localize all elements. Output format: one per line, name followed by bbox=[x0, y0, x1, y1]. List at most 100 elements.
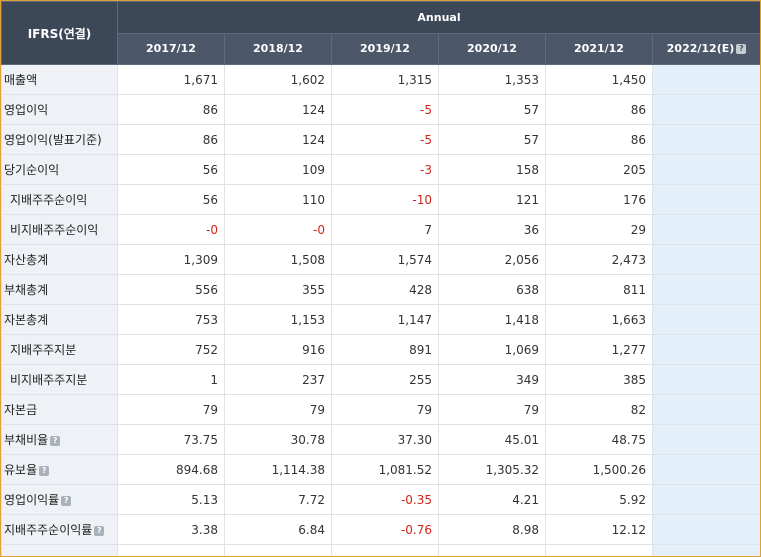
value-cell: 355 bbox=[224, 274, 332, 305]
value-cell: 385 bbox=[545, 364, 653, 395]
value-cell: 916 bbox=[224, 334, 332, 365]
year-header-2017: 2017/12 bbox=[117, 32, 225, 65]
value-cell: 894.68 bbox=[117, 454, 225, 485]
value-cell: 1,602 bbox=[224, 64, 332, 95]
value-cell: 110 bbox=[224, 184, 332, 215]
estimate-cell bbox=[651, 124, 760, 155]
value-cell: 638 bbox=[438, 274, 546, 305]
value-cell: 205 bbox=[545, 154, 653, 185]
value-cell: 79 bbox=[438, 394, 546, 425]
value-cell: 57 bbox=[438, 124, 546, 155]
row-label-text: 지배주주순이익률 bbox=[4, 523, 93, 537]
estimate-cell bbox=[651, 244, 760, 275]
row-label: ? bbox=[1, 544, 118, 556]
value-cell: 556 bbox=[117, 274, 225, 305]
table-body: 매출액 1,671 1,602 1,315 1,353 1,450 영업이익 86 124 -5 5… bbox=[1, 64, 760, 556]
value-cell: 1,277 bbox=[545, 334, 653, 365]
table-row: 부채비율? 73.75 30.78 37.30 45.01 48.75 bbox=[1, 424, 760, 455]
table-row: 매출액 1,671 1,602 1,315 1,353 1,450 bbox=[1, 64, 760, 95]
estimate-cell bbox=[651, 514, 760, 545]
value-cell: 79 bbox=[224, 394, 332, 425]
row-label: 유보율? bbox=[1, 454, 118, 485]
estimate-year-label: 2022/12(E) bbox=[666, 42, 735, 56]
year-header-2019: 2019/12 bbox=[331, 32, 439, 65]
value-cell: 4.21 bbox=[438, 484, 546, 515]
value-cell bbox=[224, 544, 332, 556]
value-cell: 1,315 bbox=[331, 64, 439, 95]
row-label-text: 부채비율 bbox=[4, 433, 49, 447]
estimate-cell bbox=[651, 424, 760, 455]
row-label: 매출액 bbox=[1, 64, 118, 95]
value-cell: 752 bbox=[117, 334, 225, 365]
value-cell: 811 bbox=[545, 274, 653, 305]
value-cell: 121 bbox=[438, 184, 546, 215]
value-cell: 8.98 bbox=[438, 514, 546, 545]
row-label: 영업이익 bbox=[1, 94, 118, 125]
annual-header: Annual bbox=[116, 1, 760, 34]
value-cell: 1,305.32 bbox=[438, 454, 546, 485]
value-cell: 79 bbox=[331, 394, 439, 425]
value-cell: 1,147 bbox=[331, 304, 439, 335]
row-label: 부채총계 bbox=[1, 274, 118, 305]
help-icon[interactable]: ? bbox=[736, 44, 747, 55]
value-cell bbox=[331, 544, 439, 556]
value-cell: 1,069 bbox=[438, 334, 546, 365]
row-label: 지배주주지분 bbox=[1, 334, 118, 365]
row-label-text: 자본총계 bbox=[4, 313, 49, 327]
estimate-cell bbox=[651, 64, 760, 95]
value-cell: 56 bbox=[117, 184, 225, 215]
value-cell: 1,353 bbox=[438, 64, 546, 95]
help-icon[interactable]: ? bbox=[39, 466, 50, 476]
estimate-cell bbox=[651, 304, 760, 335]
table-row: 영업이익(발표기준) 86 124 -5 57 86 bbox=[1, 124, 760, 155]
table-row: 자본금 79 79 79 79 82 bbox=[1, 394, 760, 425]
row-label-text: 영업이익(발표기준) bbox=[4, 133, 102, 147]
estimate-cell bbox=[651, 184, 760, 215]
value-cell: 428 bbox=[331, 274, 439, 305]
help-icon[interactable]: ? bbox=[94, 526, 105, 536]
value-cell: 349 bbox=[438, 364, 546, 395]
year-header-2022-estimate: 2022/12(E)? bbox=[651, 32, 760, 65]
help-icon[interactable]: ? bbox=[6, 555, 16, 556]
value-cell: 29 bbox=[545, 214, 653, 245]
row-label-text: 영업이익률 bbox=[4, 493, 60, 507]
row-label: 자본금 bbox=[1, 394, 118, 425]
row-label: 영업이익(발표기준) bbox=[1, 124, 118, 155]
value-cell: 124 bbox=[224, 94, 332, 125]
estimate-cell bbox=[651, 94, 760, 125]
table-row: 지배주주지분 752 916 891 1,069 1,277 bbox=[1, 334, 760, 365]
row-label-text: 부채총계 bbox=[4, 283, 49, 297]
row-label-text: 영업이익 bbox=[4, 103, 49, 117]
row-label-text: 비지배주주지분 bbox=[10, 373, 88, 387]
value-cell bbox=[117, 544, 225, 556]
value-cell: 7.72 bbox=[224, 484, 332, 515]
value-cell: 73.75 bbox=[117, 424, 225, 455]
estimate-cell bbox=[651, 364, 760, 395]
table-row: 비지배주주순이익 -0 -0 7 36 29 bbox=[1, 214, 760, 245]
value-cell: -0 bbox=[117, 214, 225, 245]
value-cell: 37.30 bbox=[331, 424, 439, 455]
value-cell: 1,508 bbox=[224, 244, 332, 275]
help-icon[interactable]: ? bbox=[50, 436, 61, 446]
row-label-text: 당기순이익 bbox=[4, 163, 60, 177]
help-icon[interactable]: ? bbox=[61, 496, 72, 506]
value-cell: 45.01 bbox=[438, 424, 546, 455]
value-cell: 30.78 bbox=[224, 424, 332, 455]
value-cell: 124 bbox=[224, 124, 332, 155]
value-cell: -5 bbox=[331, 124, 439, 155]
estimate-cell bbox=[651, 214, 760, 245]
value-cell: 109 bbox=[224, 154, 332, 185]
estimate-cell bbox=[651, 394, 760, 425]
value-cell: 86 bbox=[117, 94, 225, 125]
table-row: ? bbox=[1, 544, 760, 556]
table-row: 자산총계 1,309 1,508 1,574 2,056 2,473 bbox=[1, 244, 760, 275]
value-cell: 2,056 bbox=[438, 244, 546, 275]
table-row: 유보율? 894.68 1,114.38 1,081.52 1,305.32 1,500.… bbox=[1, 454, 760, 485]
row-label: 영업이익률? bbox=[1, 484, 118, 515]
value-cell: 1,081.52 bbox=[331, 454, 439, 485]
row-label: 지배주주순이익 bbox=[1, 184, 118, 215]
value-cell: 48.75 bbox=[545, 424, 653, 455]
value-cell: 86 bbox=[545, 124, 653, 155]
table-row: 지배주주순이익 56 110 -10 121 176 bbox=[1, 184, 760, 215]
value-cell: 6.84 bbox=[224, 514, 332, 545]
